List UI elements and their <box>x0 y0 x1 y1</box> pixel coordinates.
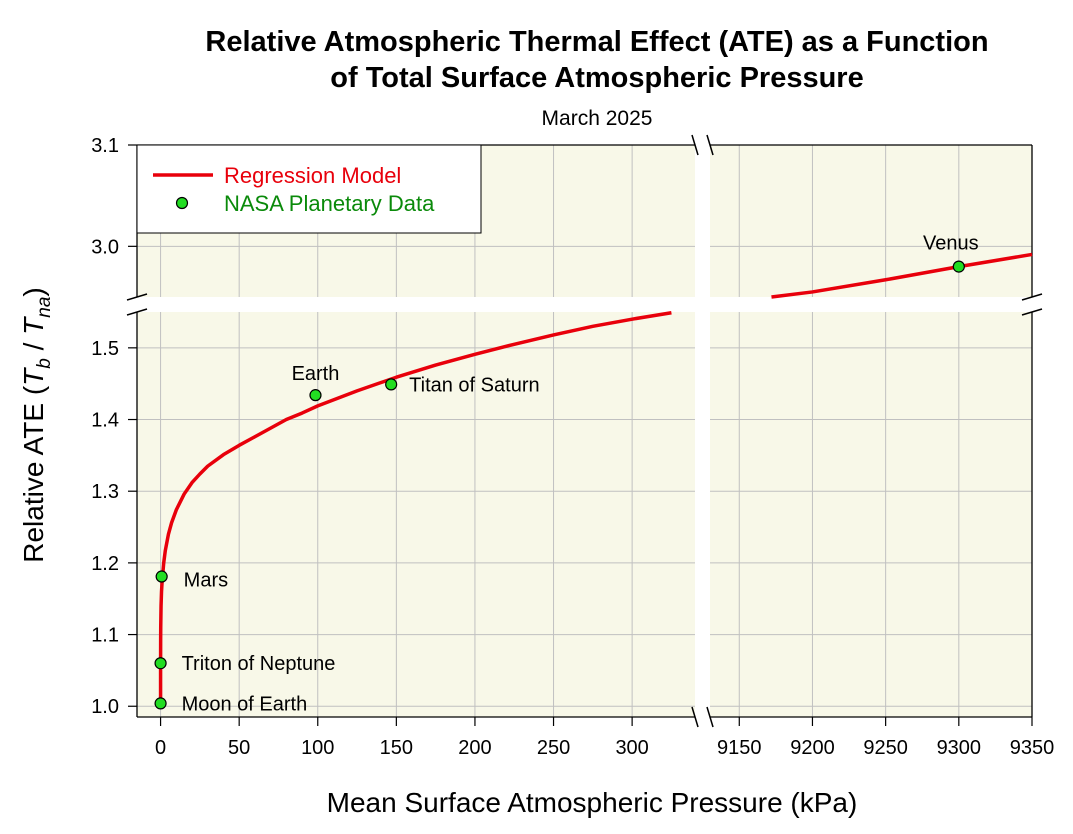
y-axis-sub-na: na <box>34 297 55 318</box>
x-axis-break-mark <box>706 134 714 156</box>
y-axis-var-tb: T <box>18 367 49 386</box>
panel-bottom-right <box>710 312 1032 717</box>
y-axis-close: ) <box>18 287 49 296</box>
x-tick-label: 9300 <box>937 737 982 759</box>
y-tick-label: 1.2 <box>91 553 119 575</box>
y-tick-label: 3.1 <box>91 135 119 157</box>
x-tick-label: 200 <box>458 737 491 759</box>
point-venus <box>952 260 965 273</box>
point-label-mars: Mars <box>184 570 228 592</box>
y-axis-title-prefix: Relative ATE ( <box>18 385 49 563</box>
legend-box <box>136 144 482 234</box>
panel-top-right <box>710 145 1032 297</box>
point-label-moon-of-earth: Moon of Earth <box>182 693 308 715</box>
x-axis-title: Mean Surface Atmospheric Pressure (kPa) <box>327 787 858 818</box>
chart-title-line1: Relative Atmospheric Thermal Effect (ATE… <box>205 26 988 58</box>
y-axis-var-tna: T <box>18 316 49 335</box>
x-tick-label: 150 <box>380 737 413 759</box>
y-axis-break-mark <box>126 308 148 316</box>
y-tick-label: 1.3 <box>91 481 119 503</box>
regression-model <box>158 252 1033 707</box>
point-mars <box>155 570 168 583</box>
legend: Regression Model NASA Planetary Data <box>136 144 482 234</box>
y-tick-label: 1.0 <box>91 696 119 718</box>
y-tick-label: 1.5 <box>91 338 119 360</box>
plot-panels <box>137 145 1032 717</box>
y-axis-break-mark <box>1021 293 1043 301</box>
x-axis-break-mark <box>691 706 699 728</box>
point-label-earth: Earth <box>292 363 340 385</box>
regression-curve-left <box>158 310 672 707</box>
y-tick-label: 1.1 <box>91 625 119 647</box>
x-tick-label: 9350 <box>1010 737 1055 759</box>
chart-title-line2: of Total Surface Atmospheric Pressure <box>330 62 863 94</box>
point-label-triton-of-neptune: Triton of Neptune <box>182 653 336 675</box>
legend-data-label: NASA Planetary Data <box>224 191 435 216</box>
y-tick-label: 1.4 <box>91 410 119 432</box>
x-tick-label: 250 <box>537 737 570 759</box>
y-axis-sep: / <box>18 335 49 358</box>
panel-bottom-left <box>137 312 695 717</box>
legend-point-marker <box>175 196 189 210</box>
point-moon-of-earth <box>154 697 167 710</box>
chart-subtitle: March 2025 <box>542 107 653 130</box>
x-tick-label: 9200 <box>790 737 835 759</box>
y-axis-break-mark <box>1021 308 1043 316</box>
y-tick-label: 3.0 <box>91 236 119 258</box>
x-tick-label: 50 <box>228 737 250 759</box>
point-titan-of-saturn <box>385 378 398 391</box>
data-points: Moon of Earth Triton of Neptune Mars Earth T… <box>154 233 979 715</box>
legend-model-label: Regression Model <box>224 163 401 188</box>
x-tick-label: 0 <box>155 737 166 759</box>
x-tick-label: 9150 <box>717 737 762 759</box>
point-label-titan-of-saturn: Titan of Saturn <box>409 374 539 396</box>
regression-curve-right <box>771 252 1033 299</box>
point-earth <box>309 389 322 402</box>
y-axis-break-mark <box>126 293 148 301</box>
point-label-venus: Venus <box>923 233 979 255</box>
x-tick-label: 300 <box>615 737 648 759</box>
ticks: 0 50 100 150 200 250 300 9150 9200 9250 9300 9350 1.… <box>91 135 1054 759</box>
y-axis-sub-b: b <box>34 358 55 369</box>
x-axis-break-mark <box>691 134 699 156</box>
y-axis-title: Relative ATE (Tb / Tna) <box>18 287 55 562</box>
point-triton-of-neptune <box>154 657 167 670</box>
x-axis-break-mark <box>706 706 714 728</box>
x-tick-label: 9250 <box>863 737 908 759</box>
x-tick-label: 100 <box>301 737 334 759</box>
